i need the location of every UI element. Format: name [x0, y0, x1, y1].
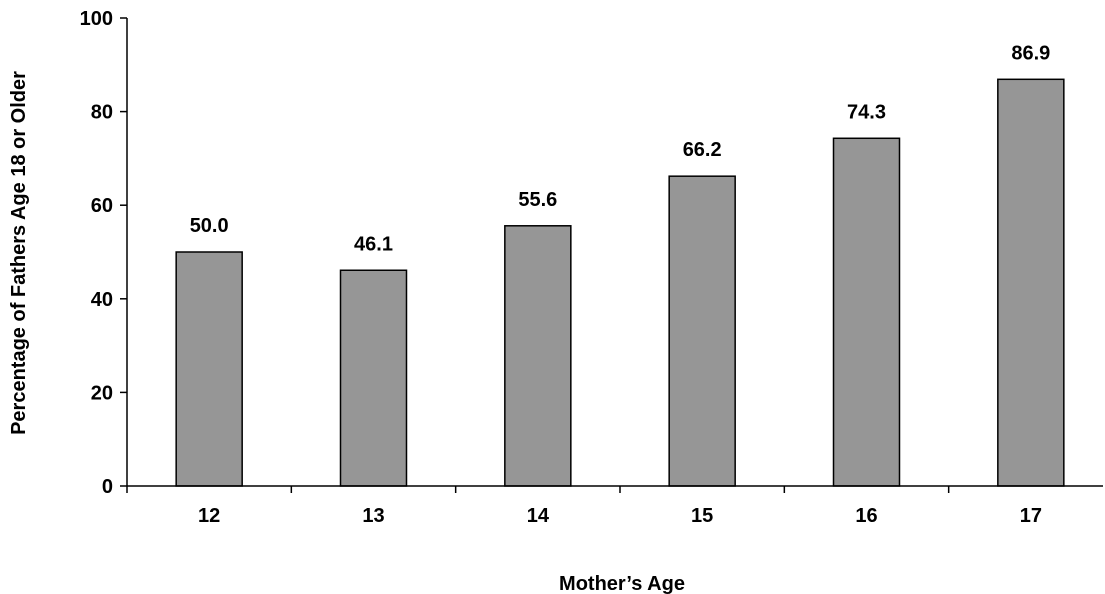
y-tick-label: 60 [91, 195, 113, 217]
y-axis-title: Percentage of Fathers Age 18 or Older [8, 71, 30, 435]
y-tick-label: 80 [91, 102, 113, 124]
x-tick-label-17: 17 [1020, 505, 1042, 527]
data-label-17: 86.9 [1011, 42, 1050, 64]
bar-14 [504, 225, 572, 487]
data-label-13: 46.1 [354, 233, 393, 255]
axes [126, 18, 1103, 487]
bar-13 [339, 269, 408, 487]
y-tick-label: 100 [80, 8, 113, 30]
x-axis-title: Mother’s Age [559, 573, 685, 594]
y-ticks: 0 20 40 60 80 100 [80, 8, 127, 498]
x-tick-label-14: 14 [527, 505, 550, 527]
x-tick-label-12: 12 [198, 505, 220, 527]
y-tick-label: 0 [102, 476, 113, 498]
x-ticks: 12 13 14 15 16 17 [126, 486, 1042, 527]
bar-17 [997, 78, 1065, 487]
x-tick-label-13: 13 [362, 505, 384, 527]
data-labels: 50.0 46.1 55.6 66.2 74.3 86.9 [190, 42, 1051, 255]
bar-15 [668, 175, 736, 487]
data-label-14: 55.6 [518, 189, 557, 211]
data-label-15: 66.2 [683, 139, 722, 161]
y-tick-label: 20 [91, 382, 113, 404]
data-label-16: 74.3 [847, 101, 886, 123]
data-label-12: 50.0 [190, 215, 229, 237]
x-tick-label-16: 16 [855, 505, 877, 527]
x-tick-label-15: 15 [691, 505, 713, 527]
bar-16 [832, 137, 901, 487]
bar-12 [175, 251, 243, 487]
y-tick-label: 40 [91, 289, 113, 311]
bars [175, 78, 1065, 487]
